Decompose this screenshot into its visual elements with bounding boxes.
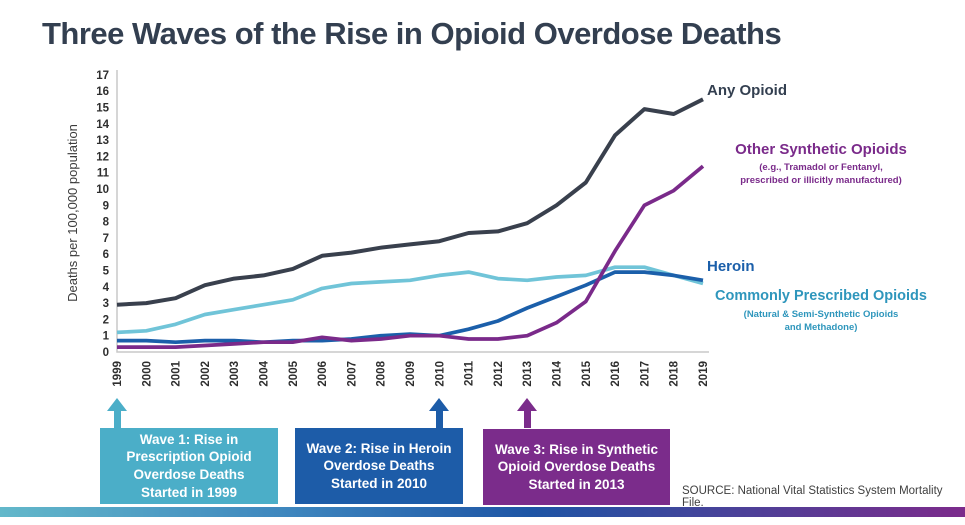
svg-text:16: 16 — [96, 86, 109, 98]
svg-text:17: 17 — [96, 70, 109, 82]
bottom-gradient-bar — [0, 507, 965, 517]
svg-text:2000: 2000 — [141, 361, 153, 387]
svg-text:2013: 2013 — [522, 361, 534, 387]
svg-text:2010: 2010 — [434, 361, 446, 387]
wave2-arrow — [429, 398, 449, 428]
svg-text:12: 12 — [96, 151, 109, 163]
svg-text:2008: 2008 — [376, 360, 388, 386]
svg-text:11: 11 — [97, 168, 110, 180]
svg-text:2016: 2016 — [610, 361, 622, 387]
svg-text:2003: 2003 — [229, 361, 241, 387]
legend-other-synthetic-opioids: Other Synthetic Opioids — [735, 141, 907, 158]
svg-text:4: 4 — [103, 282, 110, 294]
wave1-callout-box: Wave 1: Rise in Prescription Opioid Over… — [100, 428, 278, 504]
svg-text:15: 15 — [96, 103, 109, 115]
svg-text:1999: 1999 — [112, 361, 124, 387]
svg-text:6: 6 — [103, 249, 109, 261]
svg-text:2014: 2014 — [552, 360, 564, 386]
svg-text:2012: 2012 — [493, 361, 505, 387]
wave1-arrow — [107, 398, 127, 428]
svg-text:14: 14 — [96, 119, 109, 131]
svg-text:5: 5 — [103, 266, 110, 278]
page-title: Three Waves of the Rise in Opioid Overdo… — [42, 16, 782, 51]
legend-other-synthetic-opioids-subtext: (e.g., Tramadol or Fentanyl, prescribed … — [740, 162, 902, 186]
svg-text:2015: 2015 — [581, 360, 593, 386]
svg-text:2019: 2019 — [698, 361, 710, 387]
svg-text:13: 13 — [96, 135, 109, 147]
svg-text:2005: 2005 — [288, 360, 300, 386]
svg-text:7: 7 — [103, 233, 109, 245]
svg-text:2001: 2001 — [171, 360, 183, 386]
svg-text:2006: 2006 — [317, 361, 329, 387]
svg-text:2017: 2017 — [639, 361, 651, 387]
wave2-arrow-head-icon — [429, 398, 449, 411]
svg-text:0: 0 — [103, 347, 109, 359]
wave3-callout-box: Wave 3: Rise in Synthetic Opioid Overdos… — [483, 429, 670, 505]
svg-text:9: 9 — [103, 200, 109, 212]
wave1-arrow-stem — [113, 411, 121, 428]
legend-heroin: Heroin — [707, 258, 755, 275]
wave3-arrow-head-icon — [517, 398, 537, 411]
svg-text:2002: 2002 — [200, 361, 212, 387]
svg-text:3: 3 — [103, 298, 109, 310]
svg-text:2: 2 — [103, 314, 109, 326]
svg-text:8: 8 — [103, 217, 110, 229]
svg-text:2009: 2009 — [405, 361, 417, 387]
wave2-callout-box: Wave 2: Rise in Heroin Overdose Deaths S… — [295, 428, 463, 504]
svg-text:10: 10 — [96, 184, 109, 196]
svg-text:2007: 2007 — [346, 361, 358, 387]
svg-text:2004: 2004 — [259, 360, 271, 386]
legend-commonly-prescribed-opioids: Commonly Prescribed Opioids — [715, 288, 927, 304]
wave3-arrow-stem — [523, 411, 531, 428]
legend-commonly-prescribed-opioids-subtext: (Natural & Semi-Synthetic Opioids and Me… — [743, 309, 899, 333]
source-text: SOURCE: National Vital Statistics System… — [682, 485, 943, 509]
svg-text:1: 1 — [103, 331, 110, 343]
wave1-arrow-head-icon — [107, 398, 127, 411]
wave3-arrow — [517, 398, 537, 428]
wave2-arrow-stem — [435, 411, 443, 428]
svg-text:2011: 2011 — [464, 360, 476, 386]
svg-text:2018: 2018 — [669, 360, 681, 386]
legend-any-opioid: Any Opioid — [707, 82, 787, 99]
